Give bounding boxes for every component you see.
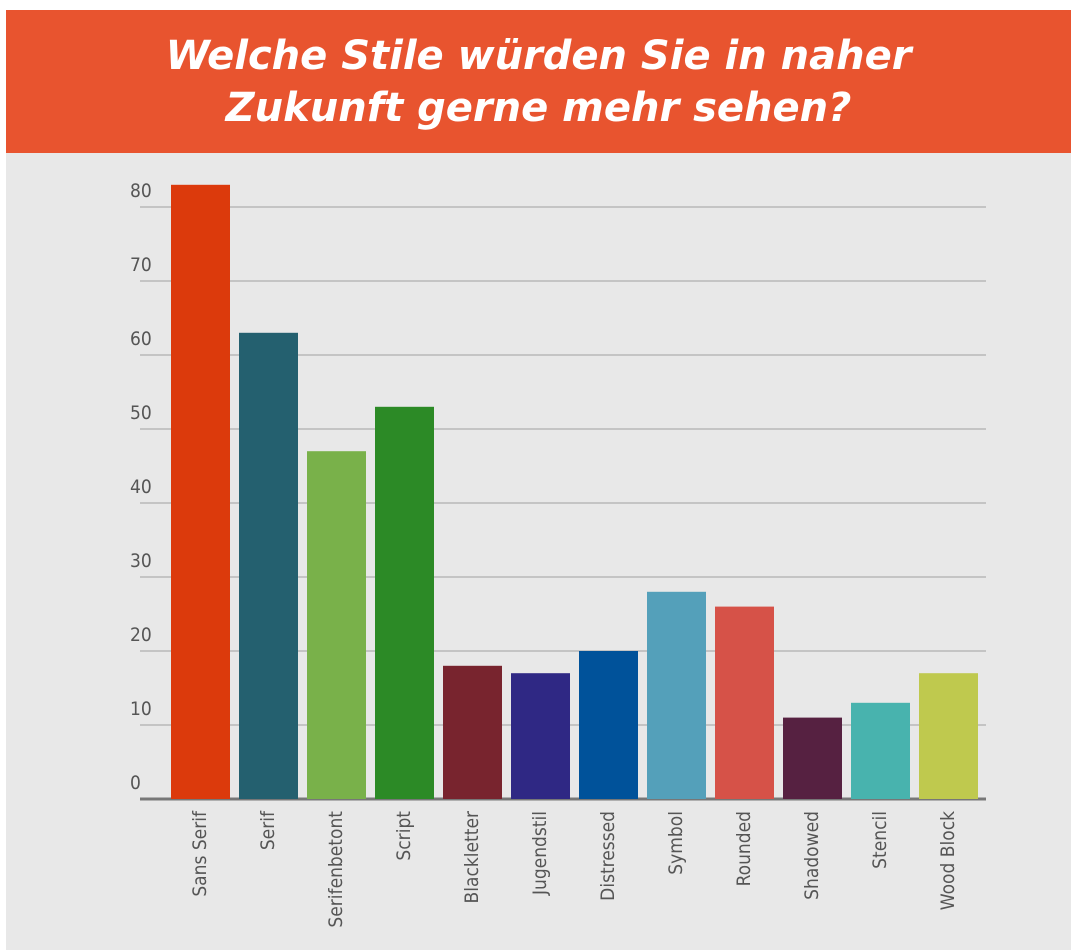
title-band: Welche Stile würden Sie in naher Zukunft… (6, 10, 1071, 153)
x-tick-label: Sans Serif (189, 810, 211, 897)
bar (919, 673, 978, 799)
x-tick-label: Serifenbetont (325, 811, 347, 928)
bar (239, 332, 298, 799)
y-tick-label: 0 (130, 772, 141, 794)
y-tick-label: 30 (130, 550, 152, 572)
bar (715, 606, 774, 799)
bar (647, 591, 706, 799)
chart-title: Welche Stile würden Sie in naher Zukunft… (165, 32, 912, 131)
bar (783, 717, 842, 799)
x-tick-label: Wood Block (937, 811, 959, 910)
x-tick-label: Blackletter (461, 810, 483, 903)
x-tick-label: Jugendstil (529, 811, 551, 896)
y-tick-label: 20 (130, 624, 152, 646)
x-tick-label: Rounded (733, 811, 755, 886)
bar (375, 406, 434, 799)
bar (443, 665, 502, 799)
chart: 0 10 20 30 40 50 60 70 80 Sans Serif Serif Serifenb… (6, 153, 1071, 950)
bar (579, 651, 638, 799)
bar (511, 673, 570, 799)
bar (171, 184, 230, 800)
y-tick-label: 40 (130, 476, 152, 498)
y-tick-label: 60 (130, 328, 152, 350)
x-tick-label: Shadowed (801, 811, 823, 900)
x-tick-label: Symbol (665, 811, 687, 875)
x-tick-label: Stencil (869, 811, 891, 869)
y-tick-label: 50 (130, 402, 152, 424)
x-tick-label: Script (393, 811, 415, 861)
y-tick-label: 70 (130, 254, 152, 276)
bar (851, 702, 910, 799)
x-tick-label: Serif (257, 810, 279, 850)
bar (307, 451, 366, 799)
y-tick-label: 80 (130, 180, 152, 202)
y-tick-label: 10 (130, 698, 152, 720)
x-tick-label: Distressed (597, 811, 619, 901)
